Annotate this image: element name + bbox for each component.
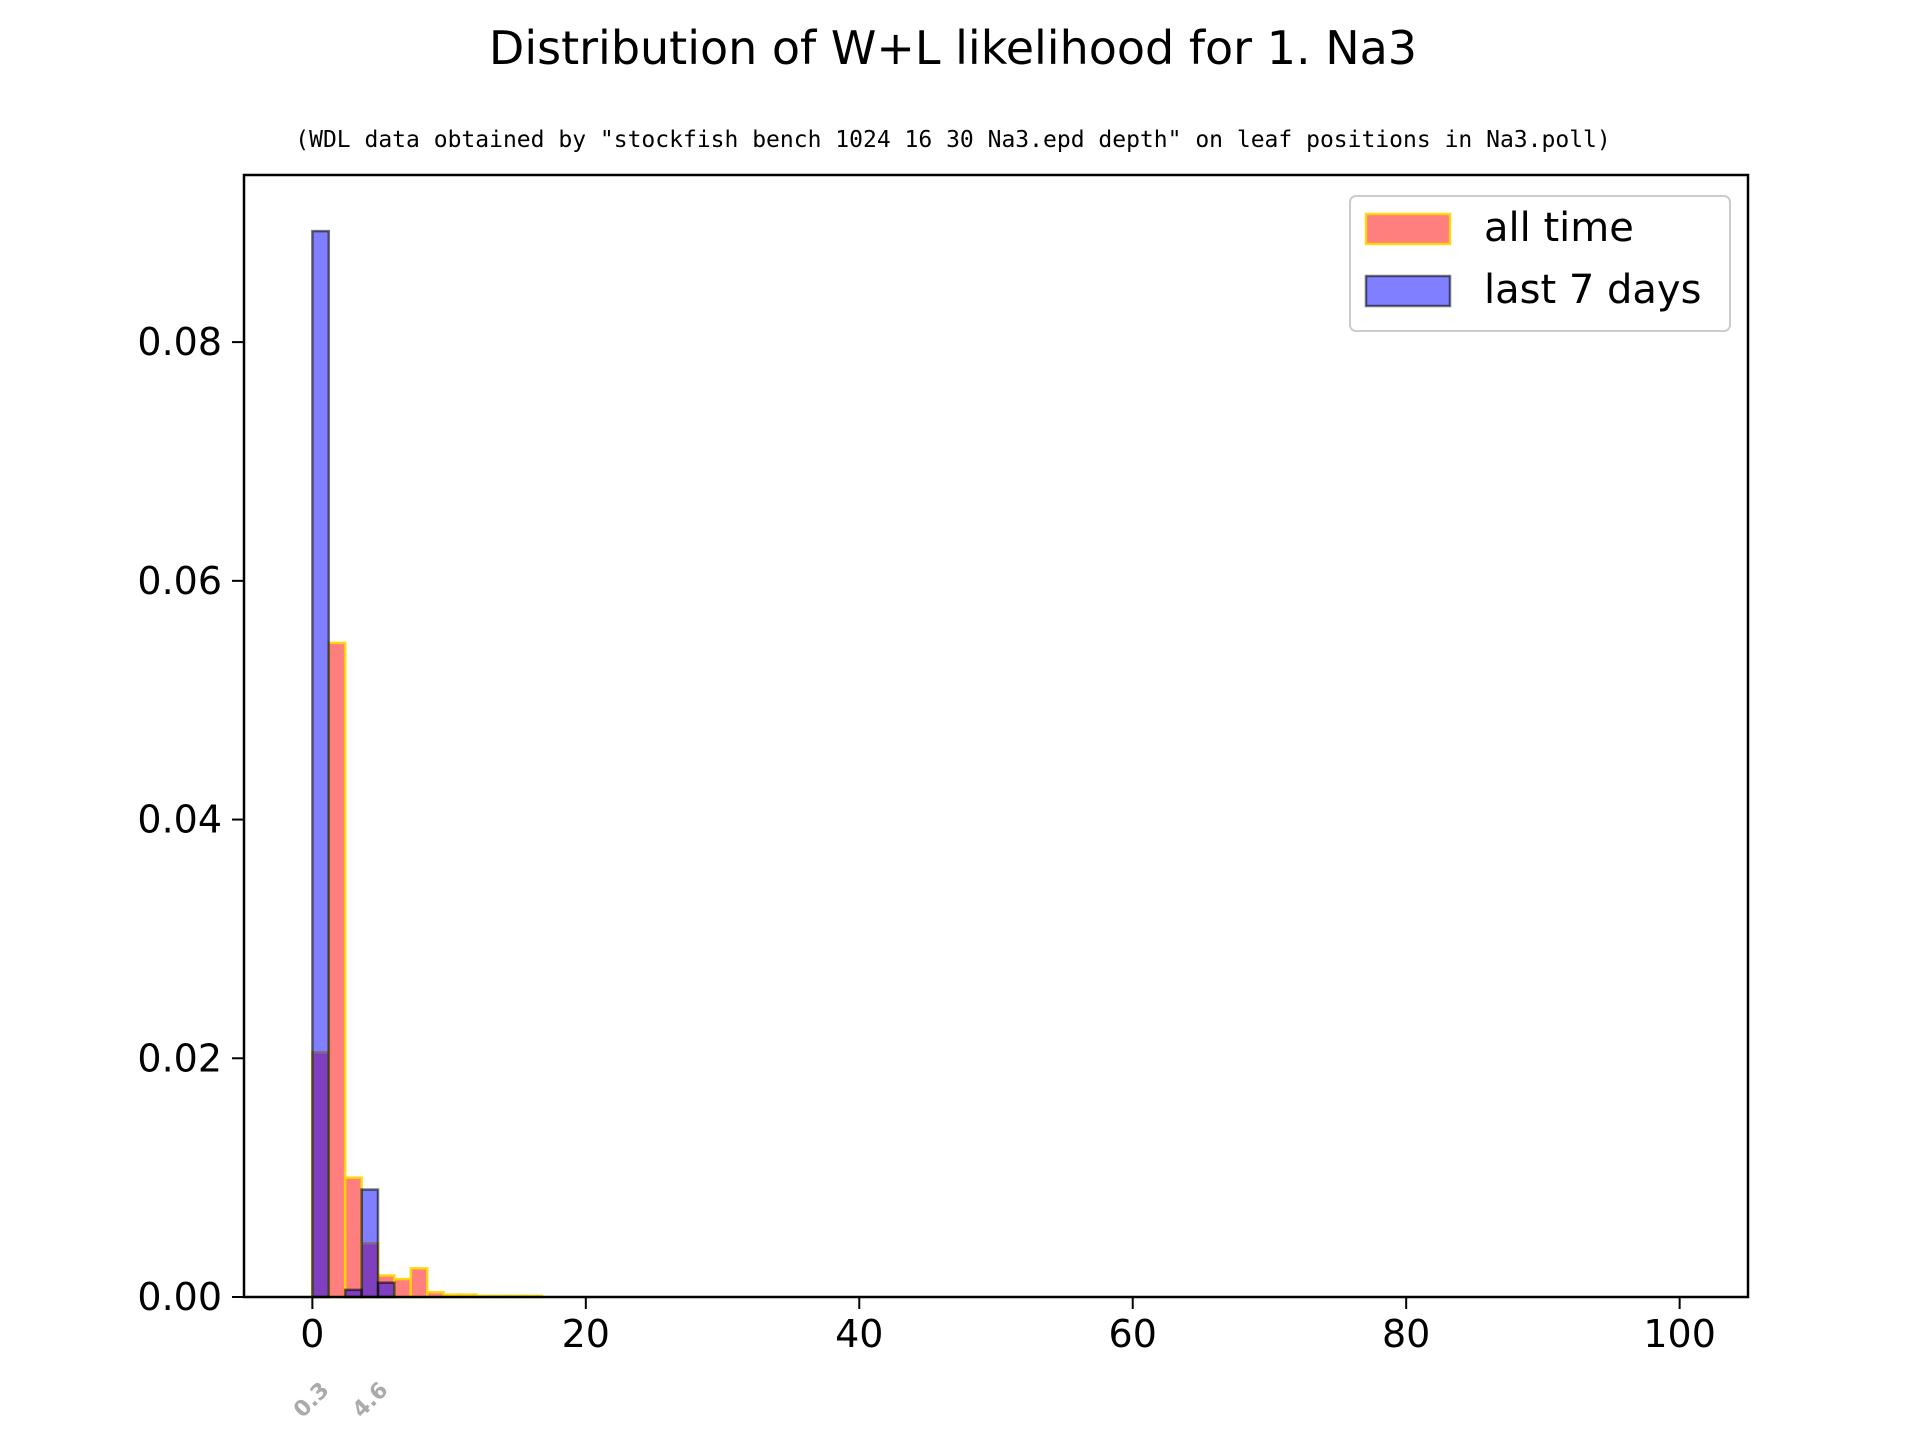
chart-title: Distribution of W+L likelihood for 1. Na… [489,21,1417,75]
chart-subtitle: (WDL data obtained by "stockfish bench 1… [295,127,1610,153]
y-tick-label: 0.08 [137,320,222,364]
legend-label-all-time: all time [1484,205,1634,251]
annotation-label: 4.6 [348,1378,393,1423]
legend-swatch-last-7-days [1364,274,1452,308]
legend-swatch-all-time [1364,212,1452,246]
axes: 0 20 40 60 80 100 0.00 0.02 0.04 0.06 0.08 [137,173,1750,1356]
bar-last-7-days-0 [311,229,331,1299]
x-tick-label: 0 [300,1312,324,1356]
bar-last-7-days-4 [376,1281,396,1299]
bar-all-time-6 [409,1267,429,1299]
x-tick-label: 20 [562,1312,610,1356]
bar-all-time-1 [327,641,347,1299]
series-last-7-days-bars [311,229,396,1299]
series-all-time-bars [311,641,544,1299]
y-tick-label: 0.06 [137,559,222,603]
bar-last-7-days-3 [360,1188,380,1299]
x-tick-label: 40 [835,1312,883,1356]
annotations: 0.3 4.6 [289,1378,393,1423]
bar-all-time-5 [393,1277,413,1299]
plot-frame [242,173,1750,1299]
x-tick-label: 60 [1109,1312,1157,1356]
x-tick-label: 80 [1382,1312,1430,1356]
x-tick-label: 100 [1643,1312,1716,1356]
annotation-label: 0.3 [289,1378,334,1423]
y-tick-label: 0.04 [137,798,222,842]
y-tick-label: 0.00 [137,1275,222,1319]
y-tick-label: 0.02 [137,1036,222,1080]
legend: all time last 7 days [1349,195,1731,332]
bar-all-time-2 [343,1176,363,1299]
legend-label-last-7-days: last 7 days [1484,267,1701,313]
